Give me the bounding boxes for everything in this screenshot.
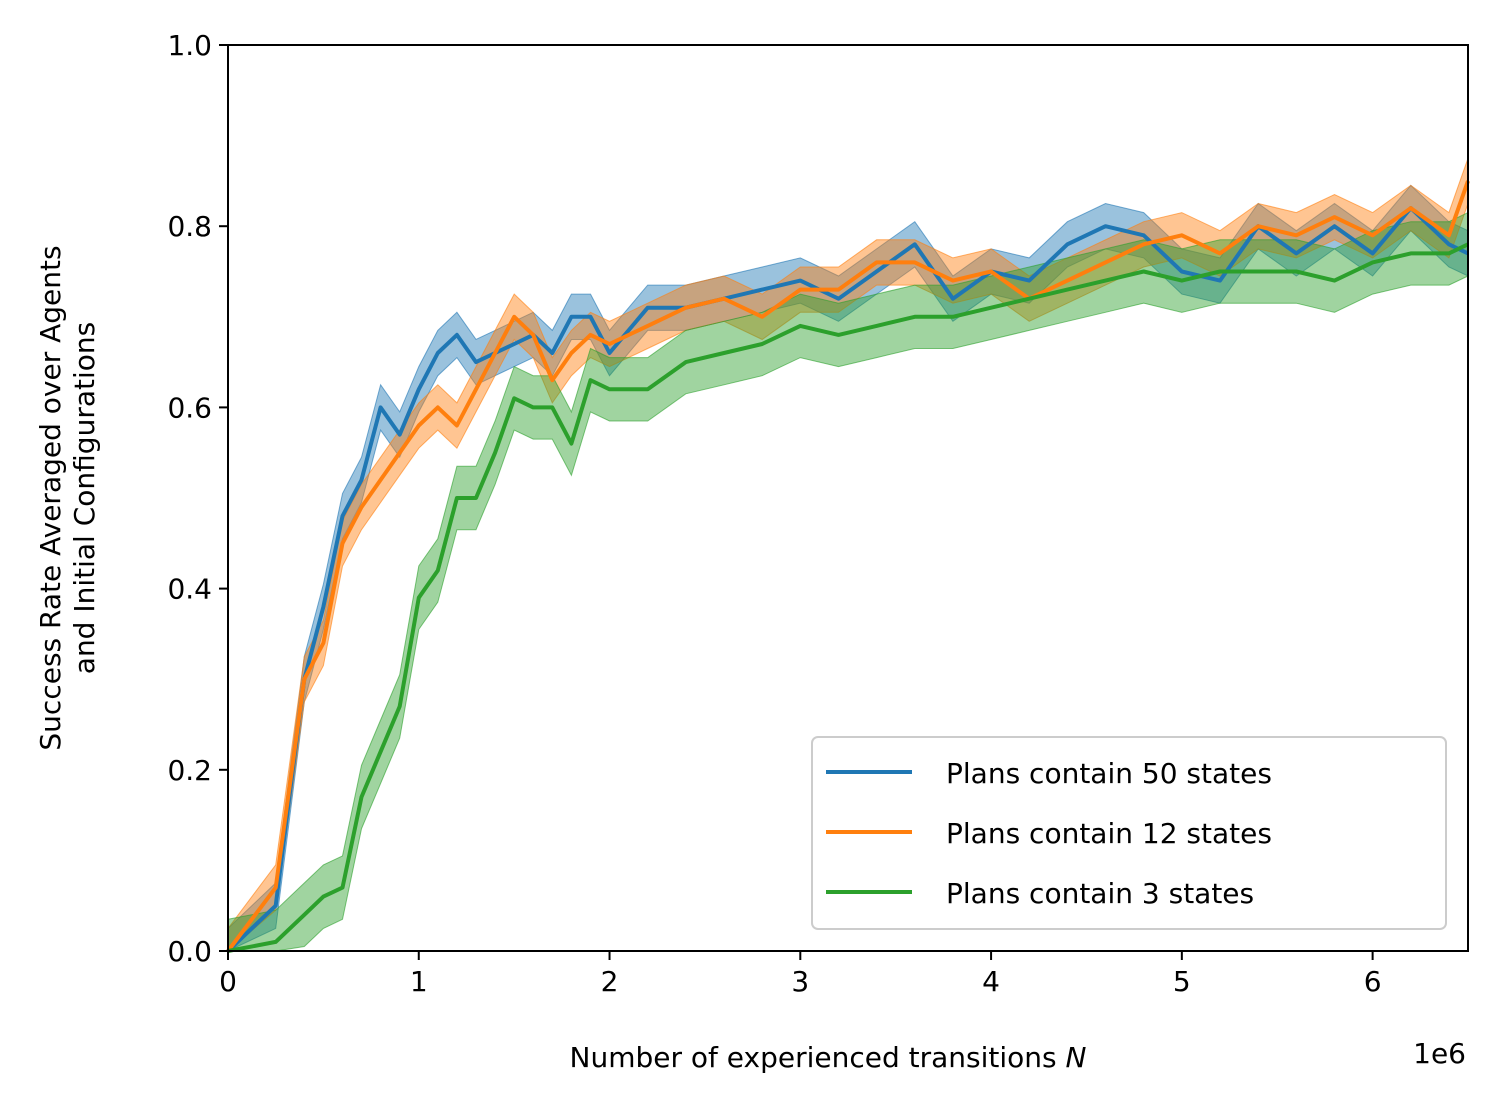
legend-box: [811, 736, 1447, 930]
y-axis-label-line: Success Rate Averaged over Agents: [34, 245, 67, 750]
y-tick-label: 1.0: [167, 29, 212, 62]
x-tick-label: 3: [791, 965, 809, 998]
x-axis-ticks: 0 1 2 3 4 5 6: [219, 951, 1382, 998]
y-tick-label: 0.4: [167, 573, 212, 606]
y-axis-ticks: 0.0 0.2 0.4 0.6 0.8 1.0: [167, 29, 228, 968]
y-tick-label: 0.6: [167, 391, 212, 424]
x-tick-label: 4: [982, 965, 1000, 998]
x-offset-label: 1e6: [1413, 1037, 1466, 1070]
x-axis-label-variable: N: [1066, 1041, 1087, 1074]
y-axis-label: Success Rate Averaged over Agentsand Ini…: [34, 245, 101, 750]
y-axis-label-line: and Initial Configurations: [68, 322, 101, 674]
series-line: [226, 180, 1470, 953]
legend-label: Plans contain 50 states: [946, 757, 1272, 790]
x-axis-label: Number of experienced transitions N: [570, 1041, 1087, 1074]
x-tick-label: 6: [1364, 965, 1382, 998]
legend-label: Plans contain 3 states: [946, 877, 1254, 910]
legend-label: Plans contain 12 states: [946, 817, 1272, 850]
series-line: [227, 242, 1469, 953]
series-lines: [226, 180, 1470, 953]
legend: Plans contain 50 states Plans contain 12 …: [811, 736, 1447, 930]
y-tick-label: 0.2: [167, 754, 212, 787]
x-axis-label-text: Number of experienced transitions: [570, 1041, 1057, 1074]
y-tick-label: 0.8: [167, 210, 212, 243]
axes-frame: [227, 44, 1469, 952]
y-tick-label: 0.0: [167, 935, 212, 968]
x-tick-label: 5: [1173, 965, 1191, 998]
x-tick-label: 2: [601, 965, 619, 998]
x-tick-label: 0: [219, 965, 237, 998]
x-tick-label: 1: [410, 965, 428, 998]
